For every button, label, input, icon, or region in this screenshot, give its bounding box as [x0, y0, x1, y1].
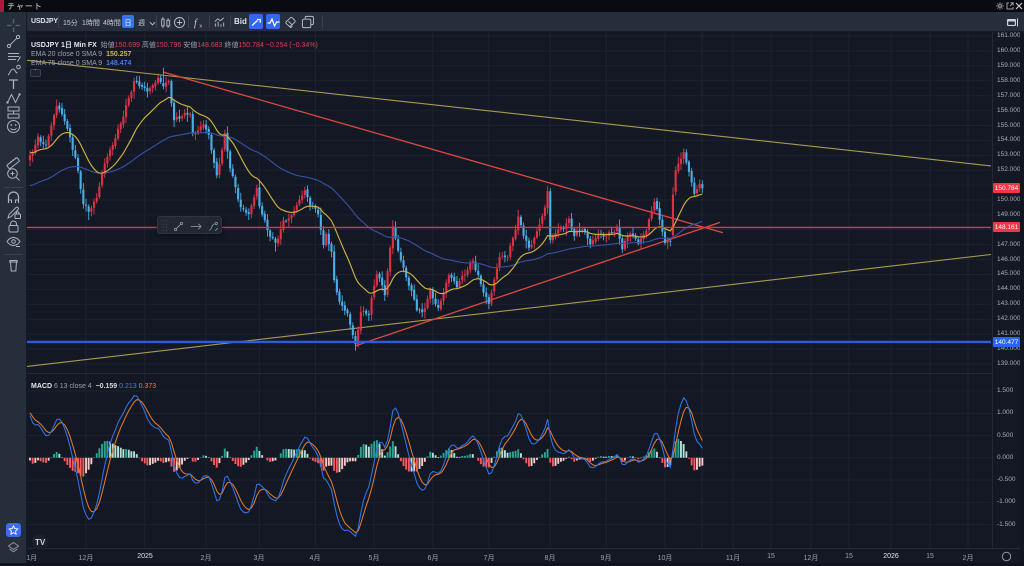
svg-text:f: f: [194, 18, 199, 29]
svg-text:x: x: [199, 24, 202, 29]
